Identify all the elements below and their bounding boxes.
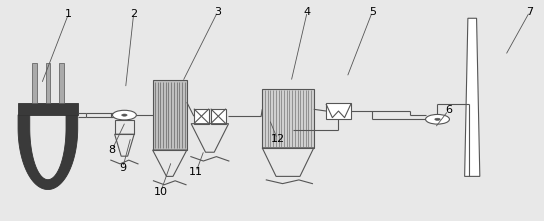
Bar	[59, 63, 64, 103]
Bar	[153, 80, 187, 150]
Bar	[326, 103, 351, 119]
Text: 4: 4	[304, 7, 311, 17]
Bar	[18, 103, 78, 115]
Bar	[111, 113, 118, 117]
Text: 6: 6	[445, 105, 452, 116]
Text: 10: 10	[154, 187, 168, 197]
Text: 7: 7	[526, 7, 533, 17]
Text: 8: 8	[108, 145, 115, 155]
Bar	[211, 109, 226, 124]
Bar	[194, 109, 209, 124]
Text: 11: 11	[189, 167, 203, 177]
Text: 1: 1	[65, 9, 72, 19]
Polygon shape	[18, 115, 78, 190]
Bar	[46, 63, 50, 103]
Circle shape	[425, 114, 449, 124]
Circle shape	[435, 118, 440, 120]
Circle shape	[113, 110, 137, 120]
Bar	[262, 89, 314, 148]
Circle shape	[122, 114, 127, 116]
Text: 5: 5	[369, 7, 376, 17]
Text: 3: 3	[214, 7, 221, 17]
Polygon shape	[465, 18, 480, 176]
Text: 2: 2	[130, 9, 137, 19]
Text: 9: 9	[119, 163, 126, 173]
Text: 12: 12	[270, 134, 285, 144]
Bar	[115, 120, 134, 134]
Bar	[32, 63, 36, 103]
